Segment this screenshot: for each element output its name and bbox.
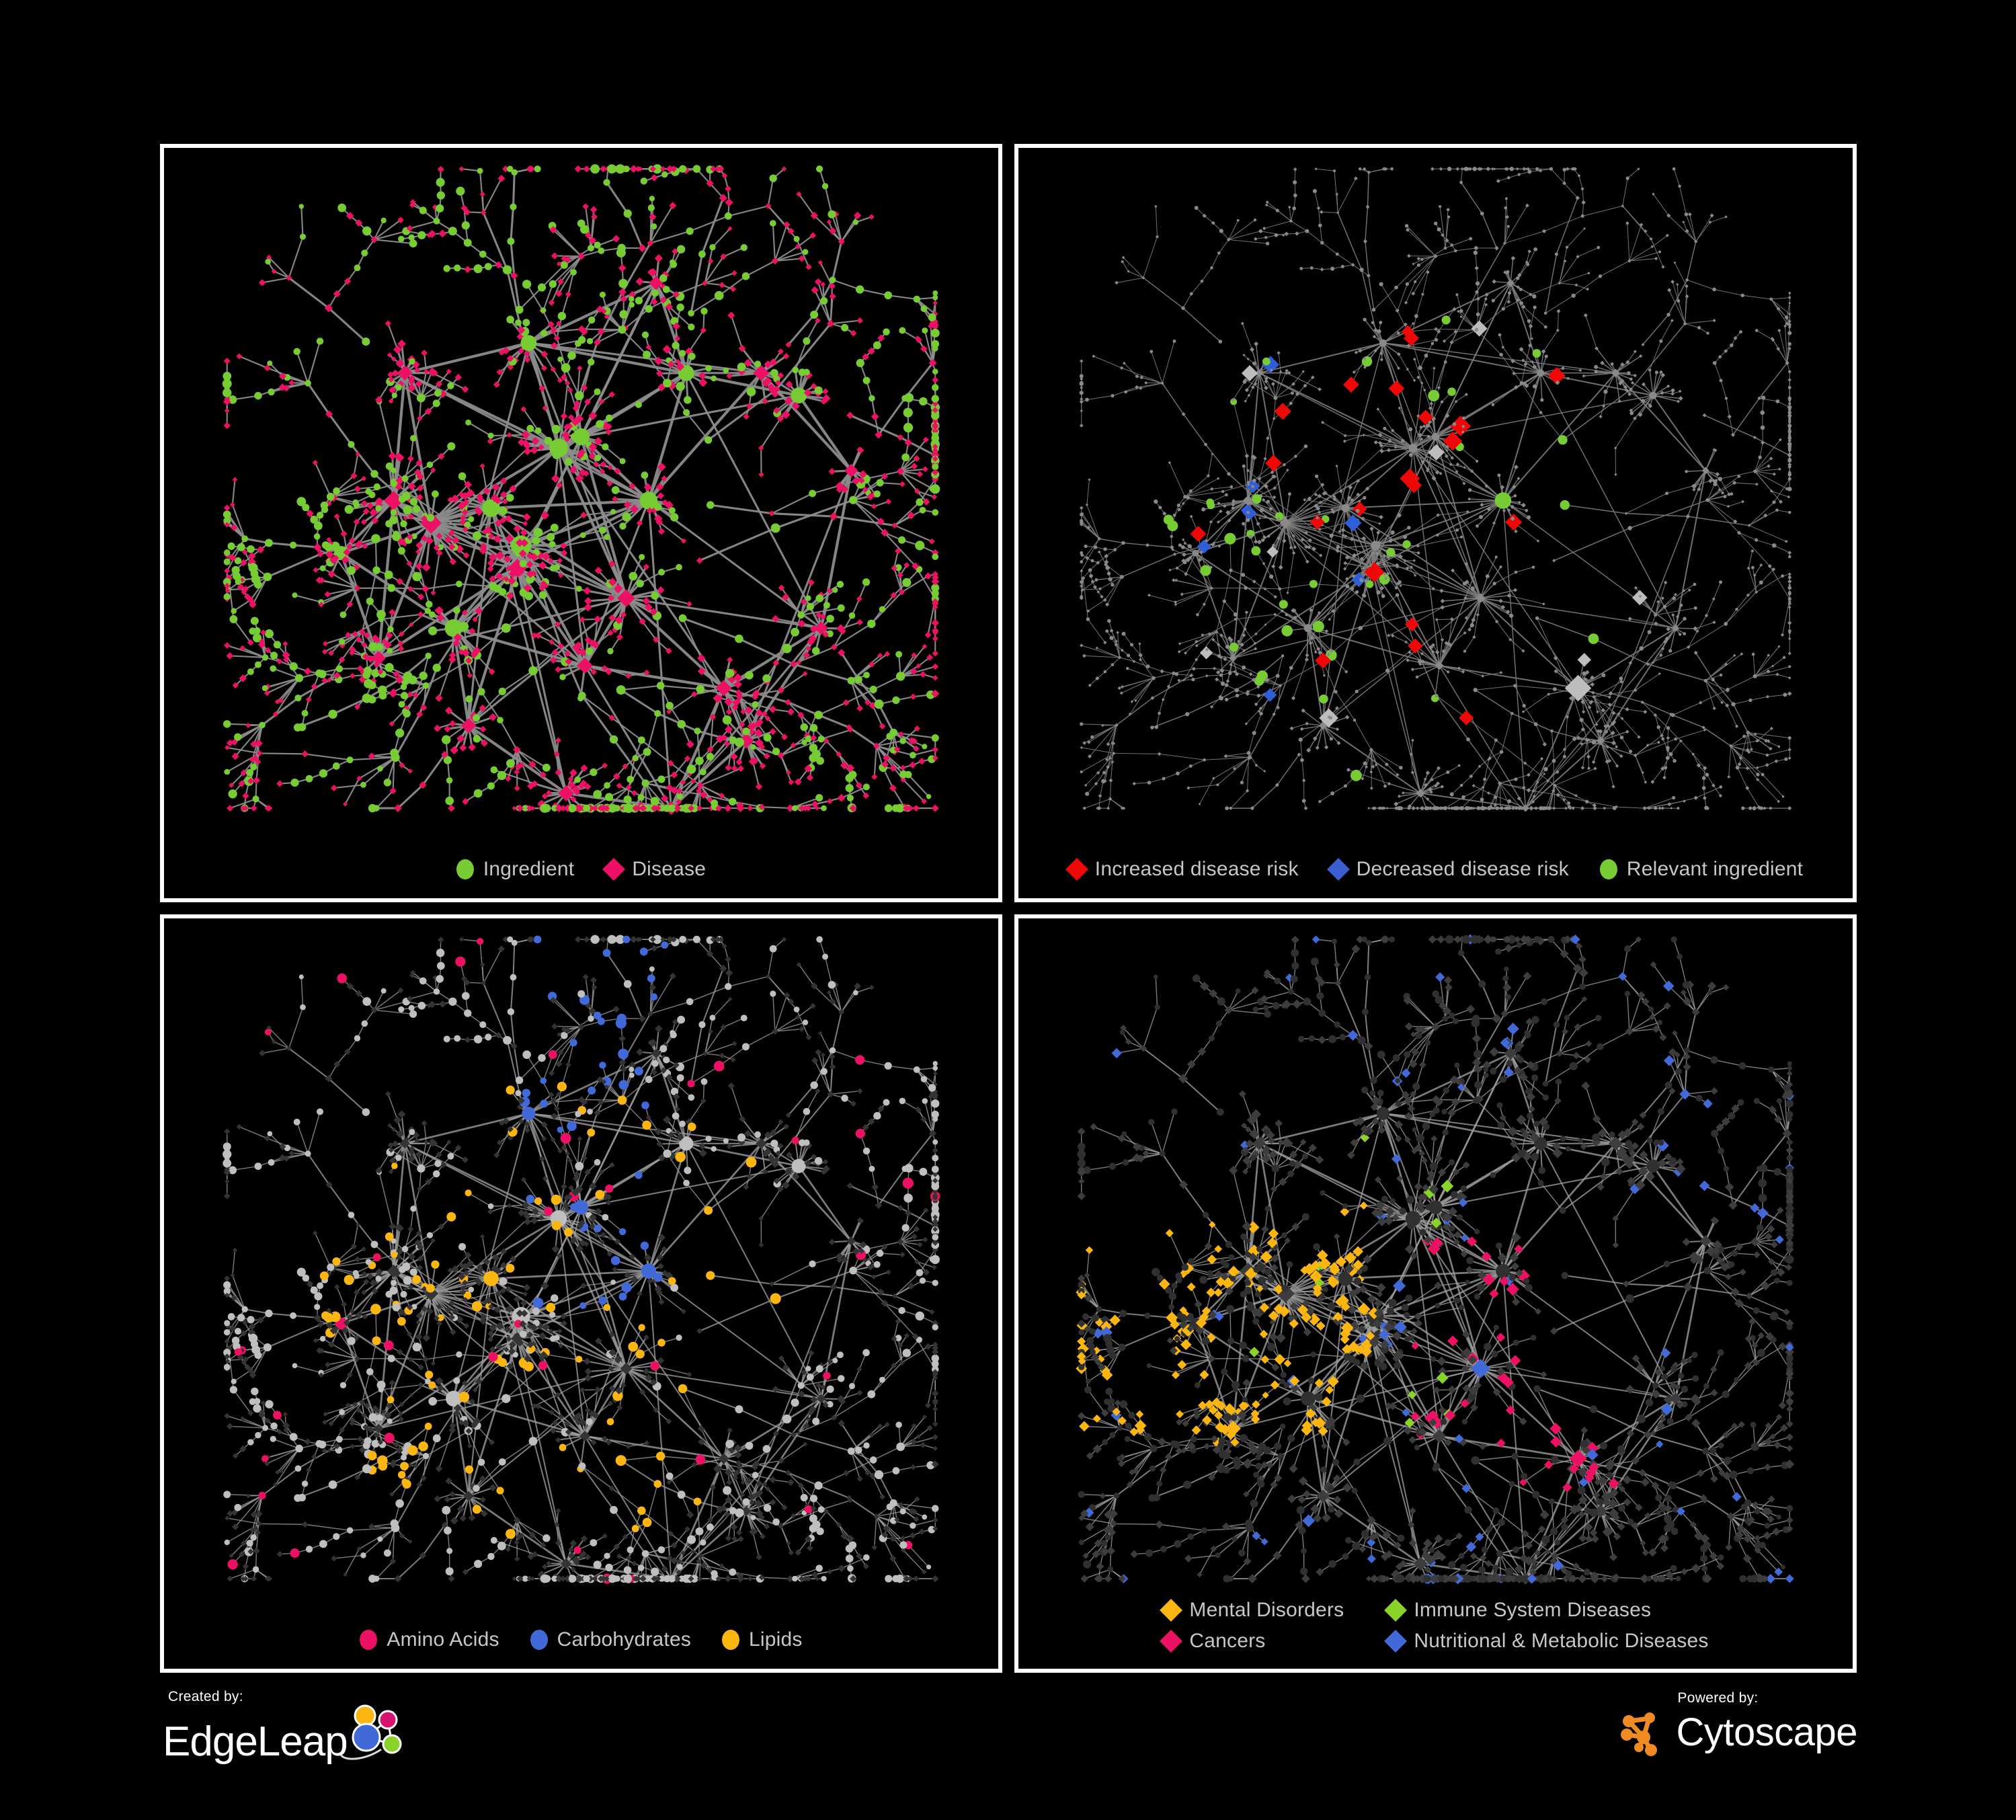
cytoscape-wordmark: Cytoscape (1676, 1710, 1857, 1754)
network-canvas-2[interactable] (1018, 148, 1853, 898)
panel-ingredient-classes[interactable]: Amino Acids Carbohydrates Lipids (160, 914, 1002, 1673)
network-canvas-3[interactable] (164, 918, 998, 1669)
panel-grid: Ingredient Disease Increased disease ris… (160, 144, 1857, 1673)
network-canvas-4[interactable] (1018, 918, 1853, 1669)
panel-ingredient-disease[interactable]: Ingredient Disease (160, 144, 1002, 902)
created-by-block: Created by: EdgeLeap (163, 1689, 409, 1763)
panel-disease-classes[interactable]: Mental Disorders Immune System Diseases … (1014, 914, 1857, 1673)
created-by-label: Created by: (168, 1689, 243, 1704)
edgeleap-wordmark: EdgeLeap (163, 1718, 348, 1765)
edgeleap-logo: EdgeLeap (163, 1702, 409, 1763)
panel-disease-risk[interactable]: Increased disease risk Decreased disease… (1014, 144, 1857, 902)
powered-by-label: Powered by: (1677, 1690, 1759, 1706)
cytoscape-network-icon (1621, 1712, 1658, 1756)
figure-footer: Created by: EdgeLeap Powered by: (0, 1681, 2016, 1809)
cytoscape-logo: Cytoscape (1619, 1708, 1857, 1757)
edgeleap-node-graph-icon (339, 1704, 402, 1760)
powered-by-block: Powered by: (1619, 1690, 1857, 1757)
network-canvas-1[interactable] (164, 148, 998, 898)
